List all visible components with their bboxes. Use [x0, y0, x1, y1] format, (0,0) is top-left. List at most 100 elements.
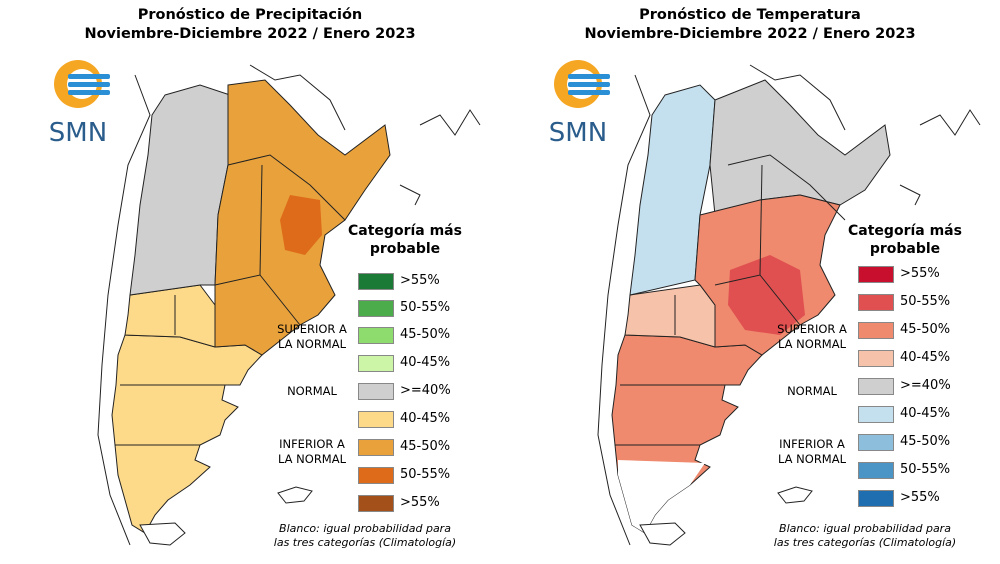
group-superior-line1: SUPERIOR A: [277, 322, 347, 336]
note-line1: Blanco: igual probabilidad para: [779, 522, 951, 535]
precipitation-map: [97, 64, 481, 546]
region-tierra-del-fuego: [639, 522, 686, 546]
legend-swatch: [858, 378, 894, 395]
temperature-title-line1: Pronóstico de Temperatura: [639, 7, 861, 23]
legend-label: 50-55%: [400, 300, 451, 315]
smn-logo-icon: [554, 60, 610, 108]
group-inferior-line1: INFERIOR A: [779, 437, 845, 451]
legend-swatch: [858, 294, 894, 311]
precipitation-period-line: Noviembre-Diciembre 2022 / Enero 2023: [84, 26, 416, 42]
temperature-title: Pronóstico de Temperatura Noviembre-Dici…: [500, 6, 1000, 44]
legend-swatch: [858, 462, 894, 479]
note-line2: las tres categorías (Climatología): [773, 536, 957, 549]
bolivia-paraguay-border-line: [749, 64, 846, 131]
legend-swatch: [858, 350, 894, 367]
temperature-group-inferior: INFERIOR A LA NORMAL: [774, 437, 850, 467]
region-patagonia: [111, 334, 263, 534]
legend-label: >55%: [400, 495, 440, 510]
province-border-3: [759, 164, 763, 276]
group-inferior-line2: LA NORMAL: [777, 452, 847, 466]
uruguay-coast-line: [899, 184, 921, 206]
legend-swatch: [858, 490, 894, 507]
region-patagonia-south-white: [618, 460, 705, 533]
precipitation-title: Pronóstico de Precipitación Noviembre-Di…: [0, 6, 500, 44]
legend-swatch: [858, 322, 894, 339]
chile-border-line: [97, 74, 151, 546]
precipitation-group-normal: NORMAL: [287, 384, 337, 398]
legend-title-line1: Categoría más: [848, 223, 962, 239]
region-noa: [629, 84, 716, 296]
uruguay-coast-line: [399, 184, 421, 206]
legend-title-line2: probable: [369, 241, 441, 257]
brazil-coast-line: [919, 109, 981, 136]
legend-swatch: [858, 266, 894, 283]
region-pampa-core: [728, 255, 805, 335]
legend-label: >55%: [400, 273, 440, 288]
group-inferior-line1: INFERIOR A: [279, 437, 345, 451]
temperature-legend-title: Categoría más probable: [840, 222, 970, 258]
legend-label: 50-55%: [900, 462, 951, 477]
group-superior-line2: LA NORMAL: [777, 337, 847, 351]
legend-label: 40-45%: [400, 411, 451, 426]
group-inferior-line2: LA NORMAL: [277, 452, 347, 466]
legend-title-line2: probable: [869, 241, 941, 257]
chile-border-line: [597, 74, 651, 546]
legend-swatch: [358, 411, 394, 428]
temperature-period-line: Noviembre-Diciembre 2022 / Enero 2023: [584, 26, 916, 42]
legend-label: >55%: [900, 266, 940, 281]
legend-label: >=40%: [900, 378, 951, 393]
legend-swatch: [358, 300, 394, 317]
legend-swatch: [358, 495, 394, 512]
legend-label: >55%: [900, 490, 940, 505]
legend-swatch: [358, 467, 394, 484]
precipitation-forecast-panel: Pronóstico de Precipitación Noviembre-Di…: [0, 6, 500, 550]
precipitation-legend-title: Categoría más probable: [340, 222, 470, 258]
bolivia-paraguay-border-line: [249, 64, 346, 131]
precipitation-group-superior: SUPERIOR A LA NORMAL: [274, 322, 350, 352]
legend-swatch: [358, 273, 394, 290]
province-border-3: [259, 164, 263, 276]
precipitation-note: Blanco: igual probabilidad para las tres…: [250, 522, 480, 550]
temperature-forecast-panel: Pronóstico de Temperatura Noviembre-Dici…: [500, 0, 1000, 564]
legend-swatch: [358, 355, 394, 372]
group-superior-line1: SUPERIOR A: [777, 322, 847, 336]
region-malvinas: [277, 486, 313, 504]
brazil-coast-line: [419, 109, 481, 136]
province-border-1: [727, 154, 846, 221]
legend-label: 45-50%: [400, 327, 451, 342]
legend-swatch: [858, 406, 894, 423]
legend-swatch: [358, 439, 394, 456]
legend-label: 50-55%: [900, 294, 951, 309]
smn-logo-text: SMN: [48, 118, 108, 148]
smn-logo: SMN: [538, 52, 618, 152]
region-tierra-del-fuego: [139, 522, 186, 546]
legend-swatch: [358, 327, 394, 344]
legend-swatch: [858, 434, 894, 451]
note-line1: Blanco: igual probabilidad para: [279, 522, 451, 535]
legend-label: 40-45%: [400, 355, 451, 370]
temperature-map: [597, 64, 981, 546]
legend-label: 45-50%: [400, 439, 451, 454]
legend-label: 50-55%: [400, 467, 451, 482]
legend-label: 45-50%: [900, 322, 951, 337]
region-noa-cuyo: [129, 84, 231, 296]
group-superior-line2: LA NORMAL: [277, 337, 347, 351]
smn-logo-text: SMN: [548, 118, 608, 148]
legend-label: 45-50%: [900, 434, 951, 449]
temperature-group-normal: NORMAL: [787, 384, 837, 398]
legend-label: >=40%: [400, 383, 451, 398]
region-litoral-high: [280, 195, 322, 255]
legend-title-line1: Categoría más: [348, 223, 462, 239]
legend-label: 40-45%: [900, 350, 951, 365]
legend-swatch: [358, 383, 394, 400]
legend-label: 40-45%: [900, 406, 951, 421]
temperature-note: Blanco: igual probabilidad para las tres…: [750, 522, 980, 550]
temperature-group-superior: SUPERIOR A LA NORMAL: [774, 322, 850, 352]
smn-logo-icon: [54, 60, 110, 108]
smn-logo: SMN: [38, 52, 118, 152]
region-malvinas: [777, 486, 813, 504]
region-cuyo-south: [124, 284, 216, 348]
precipitation-group-inferior: INFERIOR A LA NORMAL: [274, 437, 350, 467]
note-line2: las tres categorías (Climatología): [273, 536, 457, 549]
precipitation-title-line1: Pronóstico de Precipitación: [137, 7, 363, 23]
